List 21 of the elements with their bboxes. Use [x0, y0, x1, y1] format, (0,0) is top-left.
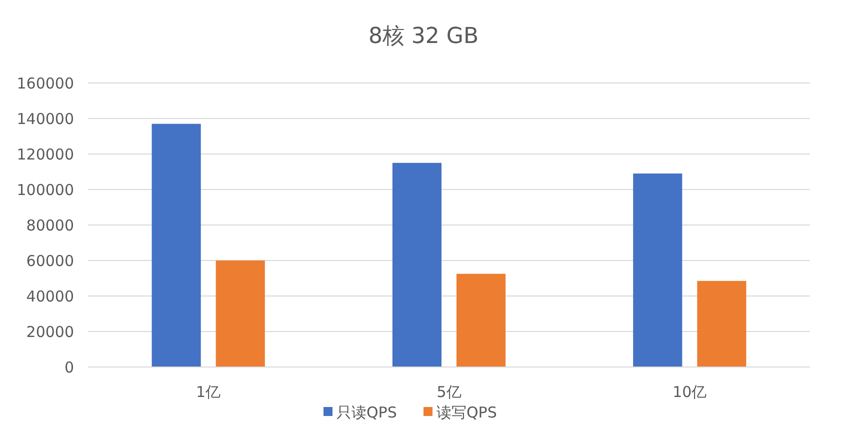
bar: [216, 260, 265, 367]
y-tick-label: 140000: [16, 110, 74, 128]
chart-title: 8核 32 GB: [368, 24, 479, 49]
x-tick-label: 10亿: [672, 383, 707, 401]
y-tick-label: 160000: [16, 74, 74, 92]
y-tick-label: 40000: [26, 287, 74, 306]
bar: [392, 162, 442, 367]
y-tick-label: 60000: [26, 252, 74, 270]
legend-label: 读写QPS: [436, 403, 497, 422]
bar: [697, 280, 746, 367]
y-tick-label: 80000: [26, 216, 74, 234]
y-tick-label: 100000: [16, 180, 74, 199]
y-tick-label: 20000: [26, 322, 74, 341]
bar: [633, 174, 682, 367]
x-tick-label: 1亿: [196, 383, 221, 401]
y-tick-label: 0: [64, 358, 74, 376]
bar: [152, 124, 201, 367]
y-tick-label: 120000: [16, 145, 74, 164]
legend-label: 只读QPS: [336, 403, 397, 422]
x-tick-label: 5亿: [436, 383, 462, 401]
bar: [456, 274, 506, 367]
